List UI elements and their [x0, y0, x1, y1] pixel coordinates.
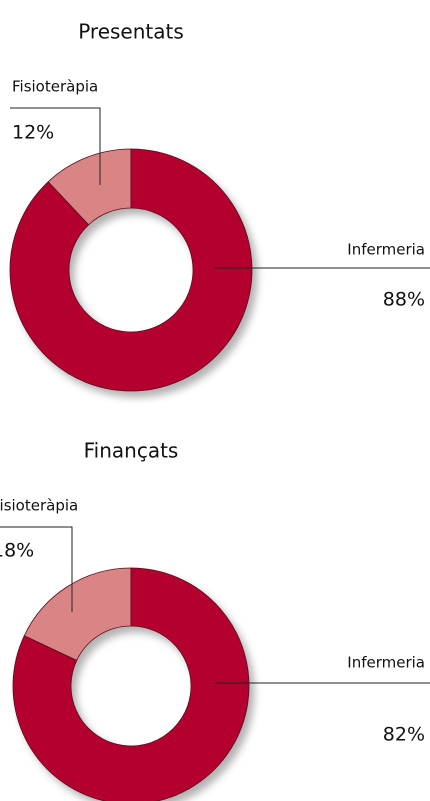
donut-slice — [12, 567, 250, 801]
donut — [9, 148, 253, 392]
donut — [12, 567, 250, 801]
category-label: Fisioteràpia — [0, 497, 78, 515]
value-label: 88% — [383, 289, 425, 311]
category-label: Infermeria — [347, 654, 425, 672]
leader-line — [0, 526, 73, 612]
category-label: Infermeria — [347, 241, 425, 259]
donut-slice — [9, 148, 253, 392]
leader-line — [10, 107, 101, 185]
value-label: 18% — [0, 540, 34, 562]
chart-title: Presentats — [78, 20, 184, 44]
chart-title: Finançats — [84, 439, 179, 463]
value-label: 12% — [12, 122, 54, 144]
value-label: 82% — [383, 724, 425, 746]
category-label: Fisioteràpia — [12, 78, 98, 96]
